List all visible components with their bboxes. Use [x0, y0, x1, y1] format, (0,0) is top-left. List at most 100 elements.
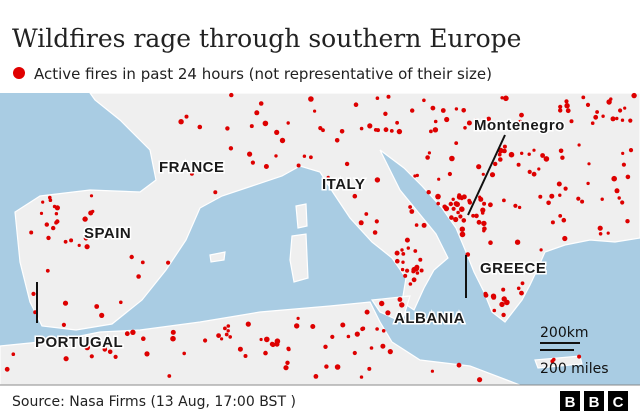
fire-dot [403, 273, 408, 278]
fire-dot [411, 269, 416, 274]
fire-dot [577, 354, 582, 359]
fire-dot [540, 153, 545, 158]
fire-dot [520, 281, 525, 286]
fire-dot [408, 282, 413, 286]
fire-dot [136, 274, 141, 279]
fire-dot [264, 336, 270, 343]
fire-dot [610, 116, 616, 122]
fire-dot [83, 236, 89, 241]
fire-dot [141, 336, 146, 342]
fire-dot [614, 188, 620, 194]
fire-dot [48, 198, 53, 202]
country-label: FRANCE [159, 159, 225, 176]
fire-dot [471, 213, 475, 218]
fire-dot [309, 155, 313, 160]
fire-dot [473, 118, 478, 123]
fire-dot [504, 299, 510, 306]
fire-dot [62, 300, 69, 306]
fire-dot [508, 151, 515, 158]
fire-dot [426, 190, 431, 195]
title: Wildfires rage through southern Europe [12, 24, 521, 53]
fire-dot [514, 239, 521, 245]
fire-dot [380, 343, 386, 349]
fire-dot [224, 332, 229, 337]
fire-dot [383, 111, 388, 117]
fire-dot [478, 195, 482, 199]
fire-dot [61, 322, 66, 327]
fire-dot [296, 163, 301, 168]
fire-dot [459, 226, 465, 232]
fire-dot [517, 205, 522, 210]
fire-dot [167, 374, 172, 378]
fire-dot [447, 171, 452, 177]
fire-dot [558, 193, 562, 197]
fire-dot [286, 346, 291, 351]
fire-dot [361, 326, 365, 330]
logo-block [560, 391, 580, 411]
fire-dot [354, 331, 360, 337]
scale-label: 200 miles [540, 361, 609, 377]
fire-dot [501, 287, 506, 292]
fire-dot [413, 249, 418, 253]
country-label: SPAIN [84, 225, 131, 242]
fire-dot [352, 193, 358, 199]
fire-dot [189, 171, 194, 176]
fire-dot [425, 155, 430, 160]
logo: B B C [560, 391, 628, 411]
fire-dot [213, 190, 218, 195]
fire-dot [88, 210, 94, 216]
fire-dot [415, 271, 420, 275]
fire-dot [453, 216, 459, 223]
fire-dot [458, 214, 463, 219]
fire-dot [492, 308, 497, 313]
fire-dot [615, 116, 619, 121]
fire-dot [339, 129, 345, 134]
fire-dot [476, 219, 482, 225]
fire-dot [395, 258, 400, 264]
fire-dot [376, 128, 380, 133]
fire-dot [618, 108, 623, 113]
fire-dot [386, 94, 391, 99]
fire-dot [519, 290, 524, 296]
fire-dot [375, 327, 379, 331]
sardinia [289, 233, 309, 283]
fire-dot [374, 177, 381, 183]
fire-dot [481, 220, 487, 227]
fire-dot [625, 219, 630, 224]
fire-dot [527, 152, 531, 156]
fire-dot [488, 240, 493, 245]
fire-dot [279, 137, 286, 144]
fire-dot [263, 164, 269, 169]
fire-dot [500, 96, 504, 100]
fire-dot [4, 366, 10, 372]
fire-dot [414, 223, 419, 227]
fire-dot [400, 267, 405, 272]
fire-dot [223, 326, 227, 331]
fire-dot [318, 126, 323, 131]
fire-dot [352, 350, 357, 356]
fire-dot [595, 110, 599, 114]
fire-dot [476, 164, 482, 170]
fire-dot [597, 225, 603, 231]
fire-dot [344, 161, 350, 167]
fire-dot [237, 346, 243, 352]
fire-dot [628, 118, 633, 123]
fire-dot [254, 110, 260, 116]
legend-text: Active fires in past 24 hours (not repre… [34, 65, 492, 83]
fire-dot [369, 346, 374, 350]
fire-dot [502, 198, 506, 203]
fire-dot [532, 148, 536, 152]
fire-dot [197, 124, 203, 130]
fire-dot [410, 108, 415, 113]
fire-dot [585, 102, 591, 107]
fire-dot [379, 300, 385, 307]
fire-dot [394, 250, 400, 256]
fire-dot [517, 119, 524, 126]
fire-dot [561, 217, 567, 223]
fire-dot [491, 294, 497, 300]
fire-dot [63, 239, 68, 244]
fire-dot [395, 120, 399, 125]
fire-dot [359, 126, 364, 131]
fire-dot [483, 291, 488, 296]
fire-dot [433, 119, 438, 124]
